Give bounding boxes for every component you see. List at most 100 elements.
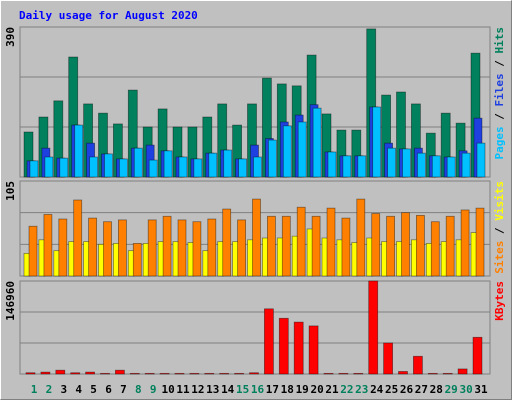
bar bbox=[338, 372, 349, 375]
x-tick-label: 5 bbox=[90, 383, 97, 396]
bar bbox=[371, 213, 381, 277]
legend-separator: / bbox=[493, 107, 506, 127]
legend: Sites / Visits bbox=[493, 181, 506, 274]
bar bbox=[281, 215, 291, 277]
bar bbox=[40, 371, 51, 375]
bar bbox=[189, 372, 200, 375]
x-tick-label: 11 bbox=[176, 383, 190, 396]
bar bbox=[88, 217, 97, 277]
legend-entry: Sites bbox=[493, 241, 506, 274]
bar bbox=[327, 151, 337, 178]
bar bbox=[383, 342, 394, 375]
x-tick-label: 27 bbox=[415, 383, 428, 396]
y-tick-label: 146960 bbox=[4, 281, 17, 321]
bar bbox=[427, 372, 438, 375]
bar bbox=[457, 368, 468, 375]
bar bbox=[144, 372, 155, 375]
bar bbox=[342, 155, 352, 178]
x-tick-label: 15 bbox=[236, 383, 249, 396]
bar bbox=[312, 107, 322, 178]
bar bbox=[55, 369, 66, 375]
bar bbox=[208, 152, 218, 178]
bar bbox=[353, 372, 364, 375]
y-tick-label: 105 bbox=[4, 181, 17, 201]
x-tick-label: 14 bbox=[221, 383, 235, 396]
legend: KBytes bbox=[493, 281, 506, 321]
bar bbox=[162, 215, 172, 277]
x-tick-label: 18 bbox=[281, 383, 294, 396]
x-tick-label: 10 bbox=[161, 383, 174, 396]
x-tick-label: 2 bbox=[46, 383, 53, 396]
bar bbox=[282, 125, 292, 178]
legend-separator: / bbox=[493, 54, 506, 74]
bar bbox=[475, 207, 485, 277]
bar bbox=[238, 158, 248, 178]
bar bbox=[237, 219, 247, 277]
x-tick-label: 28 bbox=[430, 383, 443, 396]
bar bbox=[103, 221, 112, 277]
legend-separator: / bbox=[493, 221, 506, 241]
bar bbox=[222, 208, 232, 277]
bar bbox=[43, 214, 53, 277]
bar bbox=[223, 149, 233, 178]
bar bbox=[296, 206, 306, 277]
bar bbox=[178, 156, 188, 178]
bar bbox=[387, 147, 397, 178]
x-tick-label: 12 bbox=[191, 383, 204, 396]
legend: Pages / Files / Hits bbox=[493, 27, 506, 160]
bar bbox=[308, 325, 319, 375]
x-tick-label: 30 bbox=[459, 383, 472, 396]
x-tick-label: 8 bbox=[135, 383, 142, 396]
bar bbox=[148, 159, 158, 178]
bar bbox=[412, 355, 423, 375]
bar bbox=[207, 218, 217, 277]
bar bbox=[461, 152, 471, 178]
bar bbox=[372, 106, 382, 178]
bar bbox=[357, 155, 367, 178]
bar bbox=[89, 156, 98, 178]
x-tick-label: 6 bbox=[105, 383, 112, 396]
bar bbox=[476, 142, 486, 178]
bar bbox=[252, 198, 261, 277]
bar bbox=[25, 372, 36, 375]
bar bbox=[204, 372, 215, 375]
bar bbox=[73, 199, 83, 277]
bar bbox=[386, 215, 396, 277]
x-tick-label: 19 bbox=[296, 383, 309, 396]
bar bbox=[193, 158, 203, 178]
bar bbox=[293, 321, 304, 375]
legend-entry: Files bbox=[493, 73, 506, 106]
bar bbox=[133, 147, 143, 178]
bar bbox=[323, 372, 334, 375]
bar bbox=[311, 215, 321, 277]
bar bbox=[28, 225, 38, 277]
bar bbox=[132, 243, 142, 277]
bar bbox=[460, 209, 470, 277]
bar bbox=[219, 372, 230, 375]
bar bbox=[192, 221, 202, 277]
bar bbox=[326, 207, 336, 277]
y-tick-label: 390 bbox=[4, 27, 17, 47]
bar bbox=[297, 121, 307, 178]
x-tick-label: 17 bbox=[266, 383, 279, 396]
bar bbox=[398, 371, 408, 375]
bar bbox=[100, 372, 110, 375]
bar bbox=[104, 153, 113, 178]
bar bbox=[253, 156, 262, 178]
x-tick-label: 1 bbox=[31, 383, 38, 396]
x-tick-label: 9 bbox=[150, 383, 157, 396]
bar bbox=[59, 157, 69, 178]
bar bbox=[266, 215, 276, 277]
bar bbox=[472, 336, 483, 375]
bar bbox=[416, 152, 426, 178]
bar bbox=[431, 155, 441, 178]
panel bbox=[19, 280, 491, 375]
x-tick-label: 21 bbox=[325, 383, 339, 396]
bar bbox=[29, 160, 39, 178]
x-tick-label: 20 bbox=[310, 383, 323, 396]
x-tick-label: 26 bbox=[400, 383, 414, 396]
bar bbox=[115, 369, 125, 375]
bar bbox=[415, 214, 425, 277]
legend-entry: Visits bbox=[493, 181, 506, 221]
bar bbox=[174, 372, 185, 375]
